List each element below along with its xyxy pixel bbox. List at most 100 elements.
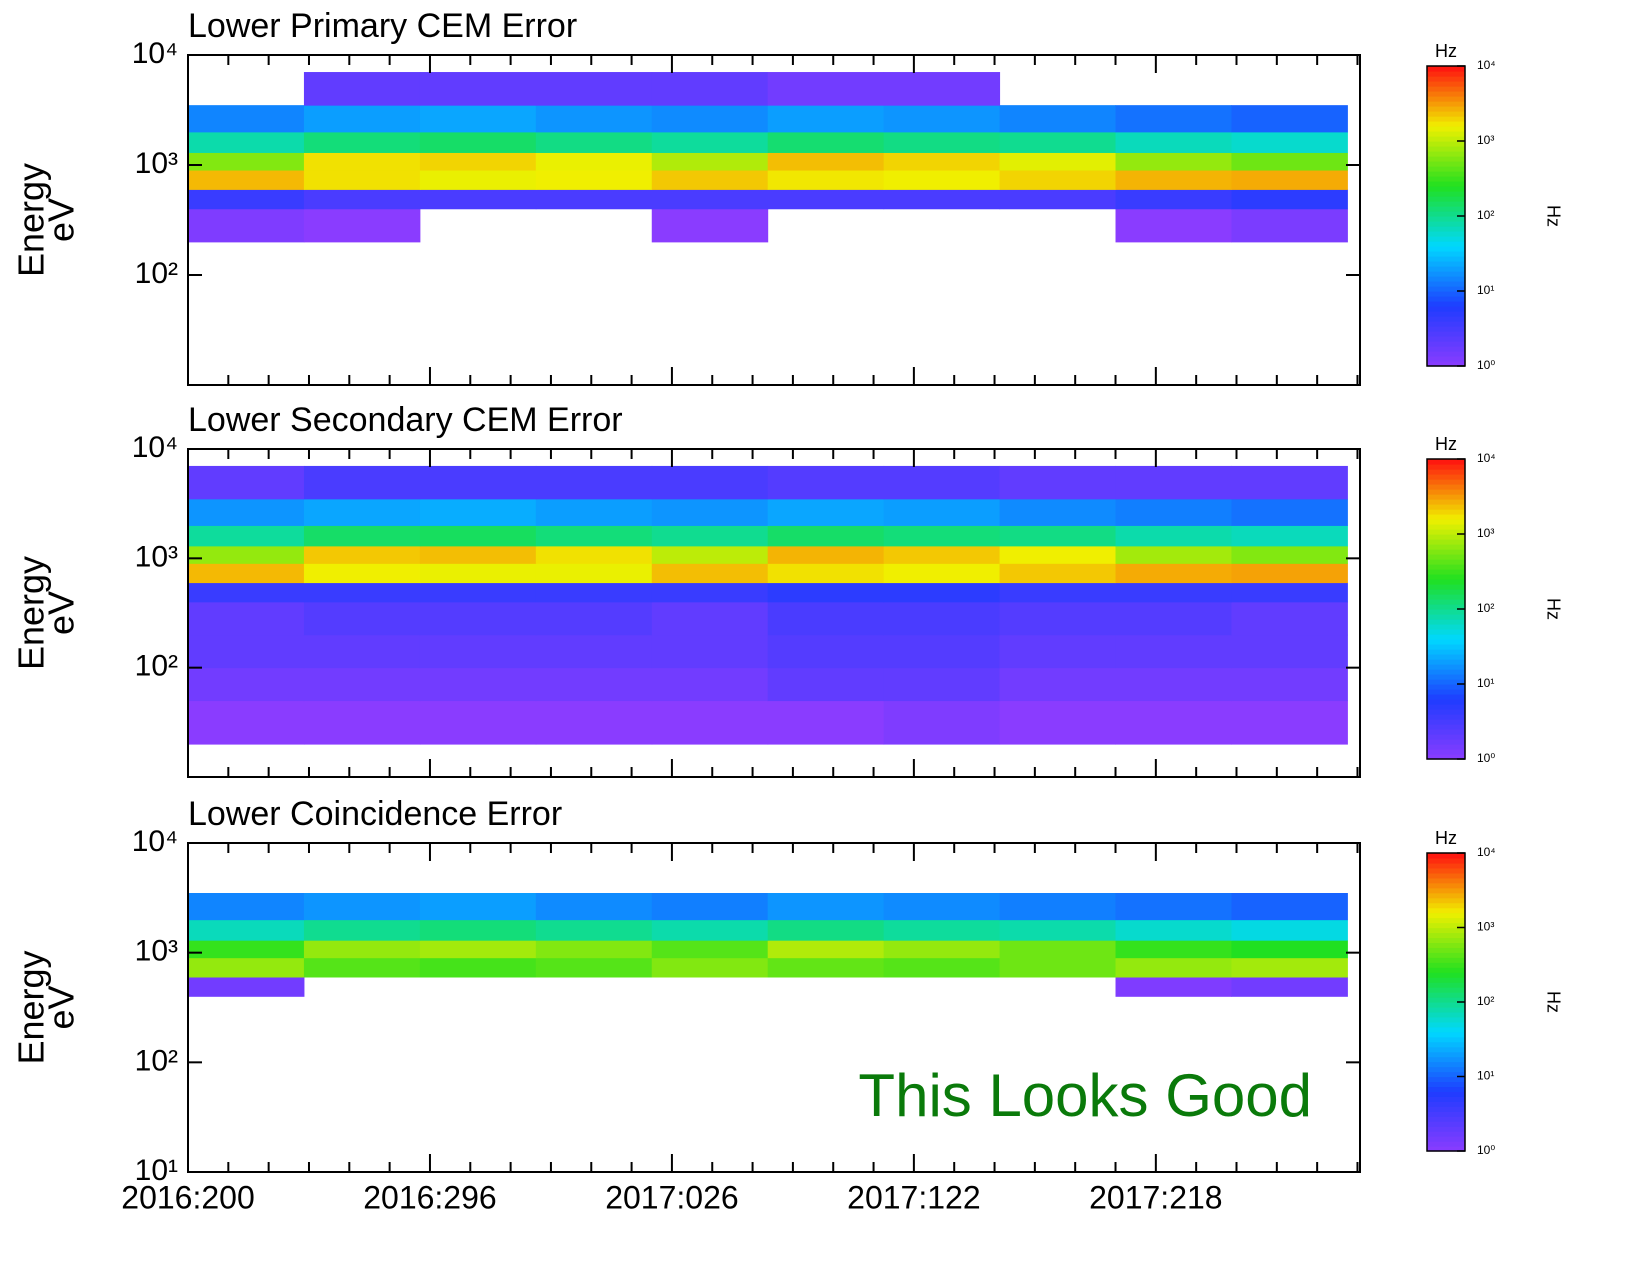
heatmap-cell xyxy=(303,893,421,921)
heatmap-cell xyxy=(1231,893,1348,921)
colorbar-step xyxy=(1427,857,1465,864)
colorbar-tick-label: 10⁴ xyxy=(1477,451,1496,465)
heatmap-cell xyxy=(999,131,1117,153)
heatmap-cell xyxy=(535,582,653,603)
colorbar-step xyxy=(1427,644,1465,650)
heatmap-cell xyxy=(767,563,885,584)
colorbar-title: Hz xyxy=(1435,828,1457,848)
heatmap-cell xyxy=(419,525,537,547)
heatmap-cell xyxy=(303,72,421,106)
colorbar-step xyxy=(1427,669,1465,675)
colorbar-step xyxy=(1427,534,1465,540)
heatmap-cell xyxy=(999,498,1117,526)
colorbar-step xyxy=(1427,1036,1465,1043)
colorbar-step xyxy=(1427,81,1465,87)
colorbar-step xyxy=(1427,1021,1465,1028)
heatmap-cell xyxy=(1231,634,1348,669)
heatmap-cell xyxy=(767,957,885,978)
heatmap-cell xyxy=(1115,131,1232,153)
colorbar-tick-label: 10¹ xyxy=(1477,1069,1494,1083)
heatmap-cell xyxy=(188,170,305,190)
heatmap-cell xyxy=(419,601,537,636)
heatmap-cell xyxy=(767,498,885,526)
heatmap-cell xyxy=(651,667,769,702)
heatmap-cell xyxy=(1115,208,1232,243)
colorbar-step xyxy=(1427,853,1465,859)
colorbar-step xyxy=(1427,474,1465,480)
heatmap-cell xyxy=(535,634,653,669)
colorbar-step xyxy=(1427,962,1465,968)
colorbar-step xyxy=(1427,296,1465,302)
colorbar-step xyxy=(1427,877,1465,884)
colorbar-step xyxy=(1427,987,1465,993)
heatmap-cell xyxy=(535,189,653,210)
colorbar-step xyxy=(1427,494,1465,500)
colorbar-step xyxy=(1427,101,1465,107)
colorbar-step xyxy=(1427,301,1465,307)
colorbar-step xyxy=(1427,699,1465,705)
colorbar-step xyxy=(1427,957,1465,963)
colorbar-step xyxy=(1427,549,1465,555)
colorbar-step xyxy=(1427,1081,1465,1088)
heatmap-cell xyxy=(1115,976,1232,997)
heatmap-cell xyxy=(303,105,421,133)
heatmap-cell xyxy=(883,152,1001,171)
heatmap-cell xyxy=(188,957,305,978)
colorbar-step xyxy=(1427,286,1465,292)
heatmap-cell xyxy=(651,601,769,636)
y-label-line: eV xyxy=(41,591,82,635)
heatmap-cell xyxy=(651,465,769,500)
x-tick-label: 2016:296 xyxy=(363,1179,496,1215)
heatmap-cell xyxy=(999,957,1117,978)
heatmap-cell xyxy=(188,976,305,997)
colorbar-step xyxy=(1427,1136,1465,1142)
colorbar-step xyxy=(1427,1066,1465,1073)
heatmap-cell xyxy=(651,545,769,564)
colorbar-step xyxy=(1427,614,1465,620)
colorbar-step xyxy=(1427,524,1465,530)
heatmap-cell xyxy=(188,498,305,526)
colorbar-step xyxy=(1427,1026,1465,1033)
colorbar-step xyxy=(1427,136,1465,142)
colorbar-step xyxy=(1427,181,1465,187)
colorbar-step xyxy=(1427,1126,1465,1132)
colorbar-step xyxy=(1427,226,1465,232)
colorbar-step xyxy=(1427,739,1465,745)
colorbar-step xyxy=(1427,1131,1465,1137)
colorbar-step xyxy=(1427,281,1465,287)
y-label-line: eV xyxy=(41,985,82,1029)
colorbar-step xyxy=(1427,937,1465,943)
colorbar-step xyxy=(1427,634,1465,640)
colorbar-step xyxy=(1427,1141,1465,1147)
colorbar-step xyxy=(1427,1096,1465,1102)
colorbar-step xyxy=(1427,584,1465,590)
y-tick-label: 10² xyxy=(135,650,178,683)
colorbar-step xyxy=(1427,947,1465,953)
heatmap-cell xyxy=(535,700,653,745)
heatmap-cell xyxy=(303,957,421,978)
heatmap-cell xyxy=(535,893,653,921)
colorbar-step xyxy=(1427,574,1465,580)
colorbar-step xyxy=(1427,942,1465,948)
colorbar-step xyxy=(1427,569,1465,575)
colorbar-step xyxy=(1427,251,1465,257)
colorbar-step xyxy=(1427,729,1465,735)
heatmap-cell xyxy=(999,601,1117,636)
y-tick-label: 10² xyxy=(135,1044,178,1077)
heatmap-cell xyxy=(767,72,885,106)
y-tick-label: 10³ xyxy=(135,540,178,573)
heatmap-cell xyxy=(883,465,1001,500)
colorbar-step xyxy=(1427,156,1465,162)
colorbar-step xyxy=(1427,704,1465,710)
heatmap-cell xyxy=(303,700,421,745)
x-tick-label: 2016:200 xyxy=(121,1179,254,1215)
colorbar-step xyxy=(1427,1006,1465,1013)
heatmap-cell xyxy=(999,634,1117,669)
heatmap-cell xyxy=(1231,465,1348,500)
heatmap-cell xyxy=(303,919,421,941)
colorbar-step xyxy=(1427,674,1465,680)
heatmap-cell xyxy=(419,498,537,526)
colorbar-tick-label: 10¹ xyxy=(1477,283,1494,297)
y-label-line: Energy xyxy=(11,556,52,670)
heatmap-cell xyxy=(651,189,769,210)
